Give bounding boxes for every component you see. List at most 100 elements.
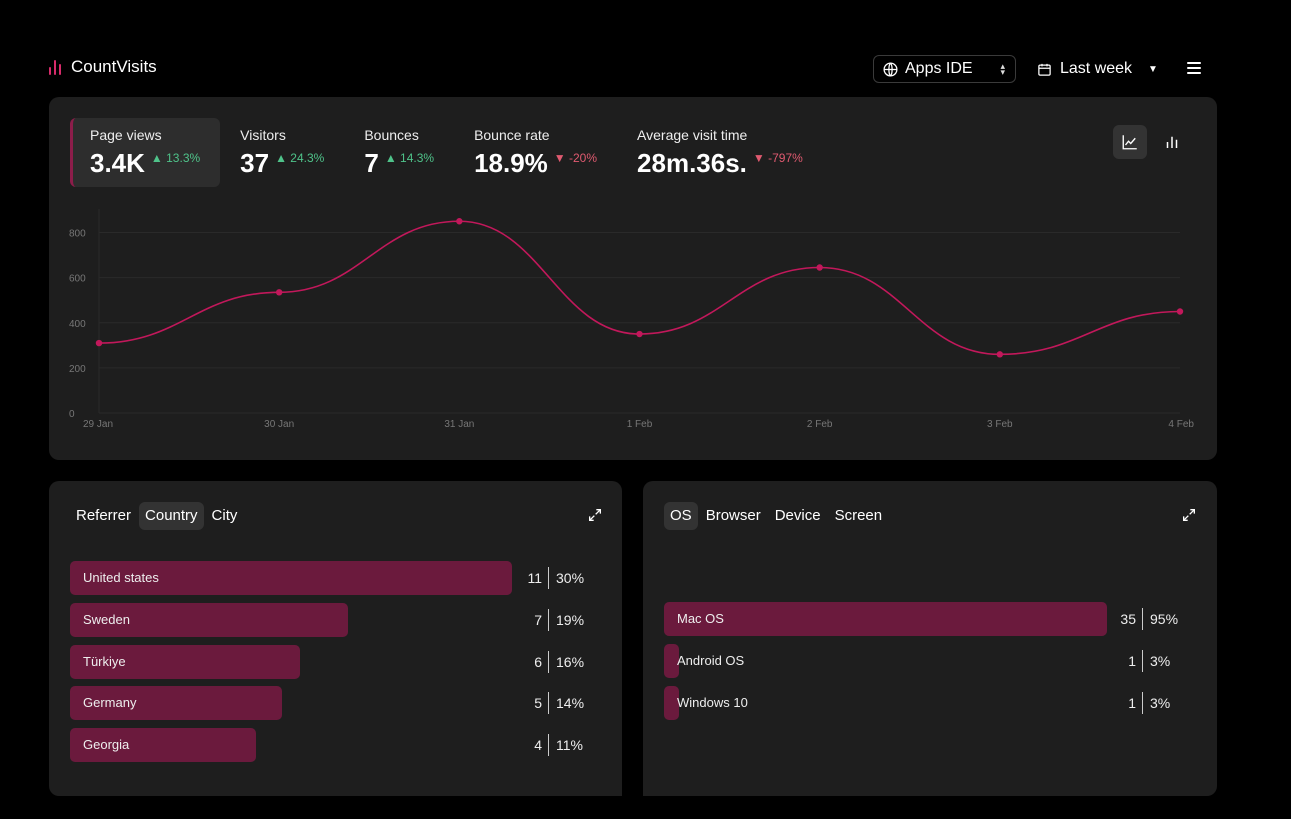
list-item[interactable]: Sweden 7 19%: [70, 602, 602, 637]
chart-type-toggle: [1113, 125, 1189, 159]
y-tick-label: 600: [69, 274, 86, 285]
x-tick-label: 31 Jan: [444, 419, 474, 430]
item-count: 1: [1128, 694, 1136, 711]
stat-label: Bounce rate: [474, 127, 550, 143]
stat-value-row: 7 ▲ 14.3%: [364, 148, 434, 179]
item-percentage: 11%: [556, 737, 583, 753]
item-label: Germany: [83, 695, 137, 711]
stats-chart-panel: Page views 3.4K ▲ 13.3% Visitors 37 ▲ 24.3% Bo…: [49, 97, 1217, 460]
bar-chart-button[interactable]: [1155, 125, 1189, 159]
item-count: 5: [534, 695, 542, 712]
app-select-value: Apps IDE: [905, 60, 973, 77]
stat-delta: ▲ 14.3%: [384, 151, 435, 165]
stat-value: 7: [364, 148, 379, 178]
y-tick-label: 400: [69, 319, 86, 330]
stats-row: Page views 3.4K ▲ 13.3% Visitors 37 ▲ 24.3% Bo…: [70, 118, 823, 187]
item-label: Türkiye: [83, 653, 126, 669]
list-item[interactable]: Germany 5 14%: [70, 686, 602, 721]
stat-delta: ▼ -797%: [752, 151, 803, 165]
location-tabs: Referrer Country City: [70, 502, 243, 530]
tab-city[interactable]: City: [211, 507, 238, 524]
tab-screen[interactable]: Screen: [834, 507, 883, 524]
separator: [1142, 691, 1143, 714]
separator: [1142, 608, 1143, 630]
line-chart-icon: [1122, 135, 1137, 150]
data-point[interactable]: [275, 289, 283, 296]
stat-delta: ▲ 24.3%: [275, 151, 325, 165]
item-label: Georgia: [83, 737, 130, 752]
separator: [548, 567, 549, 589]
item-percentage: 3%: [1150, 652, 1171, 669]
data-point[interactable]: [95, 339, 103, 347]
stat-delta: ▲ 13.3%: [150, 151, 201, 165]
stat-bounces[interactable]: Bounces 7 ▲ 14.3%: [344, 118, 454, 187]
data-point[interactable]: [456, 218, 463, 225]
share-bar: [70, 644, 300, 679]
stat-value: 18.9%: [474, 148, 548, 178]
brand-bar-chart-icon: [49, 59, 61, 75]
stat-page-views[interactable]: Page views 3.4K ▲ 13.3%: [70, 118, 221, 187]
tab-os[interactable]: OS: [664, 502, 698, 530]
date-range-value: Last week: [1060, 60, 1133, 77]
stat-bounce-rate[interactable]: Bounce rate 18.9% ▼ -20%: [454, 118, 617, 187]
data-point[interactable]: [636, 330, 643, 338]
list-item[interactable]: Georgia 4 11%: [70, 728, 602, 762]
item-percentage: 14%: [556, 695, 585, 712]
share-bar: [664, 685, 679, 720]
stat-label: Average visit time: [637, 127, 748, 143]
item-percentage: 19%: [556, 611, 585, 628]
item-count: 35: [1120, 611, 1136, 627]
stat-average-visit-time[interactable]: Average visit time 28m.36s. ▼ -797%: [617, 118, 823, 187]
item-percentage: 95%: [1150, 611, 1179, 627]
separator: [548, 692, 549, 715]
expand-icon[interactable]: [587, 507, 603, 523]
date-range-select[interactable]: Last week ▼: [1037, 55, 1158, 83]
data-point[interactable]: [816, 264, 823, 271]
list-item[interactable]: United states 11 30%: [70, 561, 602, 595]
tab-device[interactable]: Device: [774, 507, 821, 524]
line-chart-button[interactable]: [1113, 125, 1147, 159]
item-count: 1: [1128, 652, 1136, 669]
list-item[interactable]: Türkiye 6 16%: [70, 644, 602, 679]
chevron-down-icon: ▼: [1148, 63, 1158, 75]
globe-icon: [883, 61, 898, 77]
stat-value-row: 3.4K ▲ 13.3%: [90, 148, 200, 179]
share-bar: [664, 643, 679, 678]
tab-country[interactable]: Country: [139, 502, 204, 530]
data-point[interactable]: [1176, 308, 1184, 315]
list-item[interactable]: Android OS 1 3%: [664, 643, 1196, 678]
stat-label: Page views: [90, 127, 162, 143]
tab-referrer[interactable]: Referrer: [76, 507, 132, 524]
item-label: Mac OS: [677, 611, 724, 626]
separator: [548, 650, 549, 673]
item-count: 11: [527, 570, 542, 586]
separator: [548, 608, 549, 631]
app-select[interactable]: Apps IDE ▴ ▾: [873, 55, 1016, 83]
list-item[interactable]: Windows 10 1 3%: [664, 685, 1196, 720]
top-bar: CountVisits Apps IDE ▴ ▾ Last week ▼: [49, 52, 1217, 86]
x-tick-label: 2 Feb: [807, 419, 833, 430]
stat-label: Bounces: [364, 127, 419, 143]
data-point[interactable]: [996, 351, 1004, 358]
page-views-line-chart: 0 200 400 600 800 29 Jan 30 Jan 31 Jan 1 Feb 2 Fe…: [69, 209, 1194, 430]
item-label: United states: [83, 570, 159, 585]
stat-visitors[interactable]: Visitors 37 ▲ 24.3%: [220, 118, 344, 187]
expand-icon[interactable]: [1181, 507, 1197, 523]
stat-value: 3.4K: [90, 148, 145, 178]
stat-value: 28m.36s.: [637, 148, 747, 178]
stat-value-row: 28m.36s. ▼ -797%: [637, 148, 803, 179]
share-bar: [70, 728, 256, 762]
item-percentage: 16%: [556, 653, 585, 670]
list-item[interactable]: Mac OS 35 95%: [664, 602, 1196, 636]
item-percentage: 3%: [1150, 694, 1171, 711]
calendar-icon: [1038, 63, 1051, 76]
item-count: 4: [534, 737, 542, 753]
separator: [1142, 649, 1143, 672]
stat-value: 37: [240, 148, 270, 178]
item-percentage: 30%: [556, 570, 585, 586]
brand[interactable]: CountVisits: [49, 57, 157, 77]
hamburger-menu-icon[interactable]: [1187, 62, 1201, 74]
tab-browser[interactable]: Browser: [705, 507, 761, 524]
item-label: Sweden: [83, 611, 130, 627]
share-bar: [70, 686, 283, 721]
